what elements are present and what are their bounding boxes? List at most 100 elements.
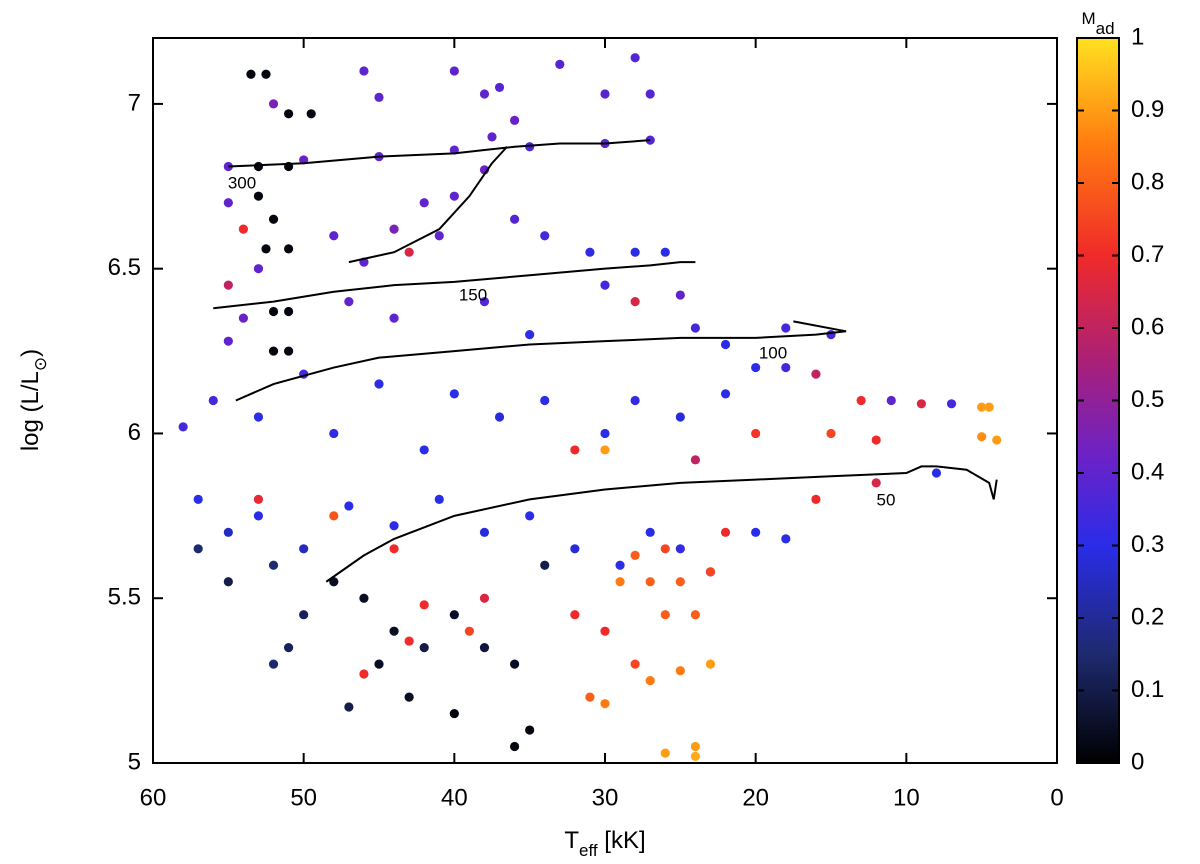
point — [253, 412, 264, 422]
point — [540, 395, 550, 406]
point — [389, 626, 399, 636]
point — [931, 468, 942, 478]
point — [299, 610, 309, 620]
colorbar-tick-label: 0.6 — [1131, 313, 1164, 340]
track-line — [235, 320, 847, 402]
point — [615, 577, 625, 587]
point — [419, 643, 429, 653]
point — [630, 53, 640, 63]
point — [404, 692, 414, 702]
point — [253, 494, 264, 504]
point — [871, 435, 881, 445]
colorbar-tick-label: 0.3 — [1131, 531, 1164, 558]
point — [344, 702, 354, 712]
point — [509, 214, 520, 224]
point — [525, 511, 535, 521]
point — [781, 534, 791, 544]
point — [238, 224, 248, 234]
point — [389, 224, 399, 234]
point — [645, 527, 655, 537]
point — [268, 214, 279, 224]
point — [811, 369, 821, 379]
x-axis-label: Teff [kK] — [564, 827, 645, 860]
point — [306, 109, 316, 119]
point — [600, 428, 610, 439]
y-tick-label: 5.5 — [108, 584, 141, 611]
colorbar-tick-label: 0.8 — [1131, 168, 1164, 195]
point — [208, 395, 218, 406]
point — [449, 66, 459, 76]
point — [570, 610, 580, 620]
point — [781, 323, 791, 333]
point — [992, 435, 1002, 445]
point — [540, 231, 550, 241]
point — [570, 544, 580, 554]
point — [525, 142, 535, 152]
point — [946, 399, 957, 409]
point — [675, 666, 685, 676]
point — [660, 247, 670, 257]
point — [660, 748, 670, 758]
point — [660, 610, 670, 620]
track-line — [228, 139, 651, 168]
point — [690, 741, 701, 752]
x-tick-label: 30 — [592, 784, 619, 811]
point — [600, 445, 610, 455]
point — [509, 659, 520, 669]
point — [223, 161, 233, 172]
point — [751, 527, 761, 537]
point — [540, 560, 550, 570]
point — [359, 593, 369, 603]
point — [720, 389, 731, 399]
x-tick-label: 0 — [1050, 784, 1063, 811]
point — [705, 659, 716, 669]
point — [645, 89, 655, 99]
point — [404, 636, 414, 646]
point — [487, 132, 497, 142]
point — [419, 600, 429, 610]
point — [916, 399, 927, 409]
point — [359, 66, 369, 76]
point — [449, 389, 459, 399]
x-axis-label-part: T — [564, 827, 579, 854]
track-label: 50 — [877, 490, 896, 509]
y-axis-label-part: log (L/L — [17, 371, 44, 451]
point — [675, 544, 685, 554]
track-label: 150 — [459, 285, 487, 304]
point — [268, 306, 279, 317]
point — [449, 610, 459, 620]
point — [389, 521, 399, 531]
point — [720, 527, 731, 537]
point — [284, 244, 294, 254]
colorbar-tick-label: 0.7 — [1131, 241, 1164, 268]
point — [690, 610, 701, 620]
point — [268, 560, 279, 570]
colorbar-label: Mad — [1081, 9, 1114, 38]
x-tick-label: 40 — [441, 784, 468, 811]
track-line — [213, 261, 696, 310]
point — [404, 247, 414, 257]
point — [751, 362, 761, 373]
point — [856, 395, 866, 406]
colorbar-tick-label: 1 — [1131, 23, 1144, 50]
point — [246, 69, 256, 79]
x-tick-label: 20 — [742, 784, 769, 811]
point — [630, 395, 640, 406]
point — [374, 659, 384, 669]
x-axis-label-part: [kK] — [598, 827, 646, 854]
point — [645, 135, 655, 145]
colorbar-tick-label: 0 — [1131, 748, 1144, 775]
point — [751, 428, 761, 439]
y-tick-label: 6 — [128, 419, 141, 446]
x-tick-label: 50 — [290, 784, 317, 811]
point — [253, 191, 264, 201]
point — [449, 708, 459, 719]
colorbar-tick-label: 0.5 — [1131, 386, 1164, 413]
point — [419, 198, 429, 208]
point — [178, 422, 188, 432]
track-line — [325, 465, 998, 583]
point — [344, 297, 354, 307]
point — [449, 191, 459, 201]
colorbar-tick-label: 0.2 — [1131, 603, 1164, 630]
